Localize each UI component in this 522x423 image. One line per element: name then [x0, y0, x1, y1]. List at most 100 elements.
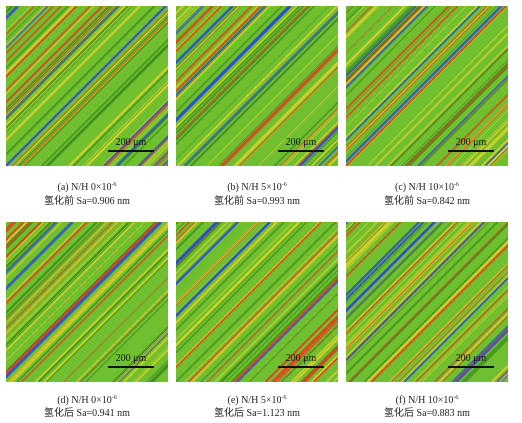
- striation-line: [6, 222, 45, 261]
- striation-line: [6, 6, 95, 96]
- striation-line: [6, 6, 128, 128]
- striation-line: [346, 222, 436, 313]
- scale-bar: 200 μm: [448, 354, 494, 370]
- striation-line: [480, 137, 508, 166]
- caption-line-1: (a) N/H 0×10-6: [2, 179, 172, 194]
- striation-line: [138, 135, 168, 166]
- striation-line: [13, 11, 168, 166]
- striation-line: [297, 124, 338, 166]
- striation-line: [300, 344, 338, 382]
- striation-line: [176, 6, 305, 135]
- striation-line: [176, 222, 337, 382]
- panel-label: (e): [227, 395, 239, 406]
- scale-bar-label: 200 μm: [455, 137, 487, 148]
- striation-line: [346, 6, 507, 166]
- striation-line: [176, 6, 309, 139]
- striation-line: [176, 6, 300, 131]
- striation-line: [214, 257, 338, 382]
- striation-line: [176, 222, 322, 369]
- striation-line: [101, 98, 168, 166]
- striation-line: [206, 250, 338, 382]
- striation-line: [6, 222, 89, 306]
- striation-line: [6, 222, 52, 269]
- striation-line: [346, 222, 458, 335]
- striation-line: [6, 6, 141, 142]
- ratio-text: N/H 0×10: [71, 395, 112, 406]
- striation-line: [176, 222, 299, 345]
- striation-line: [176, 6, 259, 90]
- striation-line: [6, 222, 85, 302]
- striation-line: [412, 286, 508, 382]
- striation-line: [176, 6, 263, 93]
- striation-line: [346, 222, 489, 366]
- striation-line: [6, 222, 41, 257]
- striation-line: [304, 347, 338, 382]
- striation-line: [6, 6, 130, 130]
- striation-line: [176, 6, 330, 160]
- panel-label: (a): [57, 182, 69, 193]
- ratio-exponent: -6: [281, 395, 287, 401]
- striation-line: [75, 289, 168, 382]
- striation-line: [184, 227, 338, 382]
- striation-line: [346, 6, 379, 40]
- striation-line: [176, 222, 294, 341]
- striation-line: [271, 314, 338, 382]
- striation-line: [290, 334, 338, 382]
- striation-line: [346, 6, 490, 150]
- striation-line: [234, 61, 338, 166]
- striation-line: [6, 222, 87, 304]
- striation-line: [6, 222, 114, 330]
- striation-line: [346, 222, 457, 333]
- panel-label: (f): [395, 395, 406, 406]
- striation-line: [41, 38, 168, 166]
- striation-line: [176, 222, 229, 275]
- striation-line: [346, 6, 478, 139]
- striation-line: [346, 222, 482, 359]
- panel-label: (d): [57, 395, 69, 406]
- striation-line: [346, 6, 481, 142]
- striation-line: [176, 222, 301, 347]
- striation-line: [415, 288, 508, 382]
- striation-line: [63, 277, 168, 382]
- caption-line-1: (c) N/H 10×10-6: [342, 179, 512, 194]
- striation-line: [396, 270, 508, 382]
- striation-line: [80, 293, 168, 382]
- scale-bar-label: 200 μm: [285, 137, 317, 148]
- striation-line: [176, 6, 212, 42]
- striation-line: [70, 67, 168, 166]
- striation-line: [132, 346, 168, 382]
- striation-line: [176, 222, 285, 332]
- striation-line: [6, 6, 35, 36]
- ratio-text: N/H 5×10: [241, 395, 282, 406]
- surface-striations: [346, 6, 508, 166]
- striation-line: [280, 323, 338, 382]
- striation-line: [390, 264, 508, 382]
- striation-line: [176, 6, 241, 71]
- striation-line: [284, 112, 338, 166]
- striation-line: [346, 6, 491, 152]
- striation-line: [346, 222, 378, 255]
- scale-bar-line: [278, 150, 324, 152]
- scale-bar: 200 μm: [448, 138, 494, 154]
- striation-line: [346, 6, 417, 78]
- striation-line: [6, 222, 105, 321]
- striation-line: [6, 222, 145, 362]
- scale-bar-line: [108, 366, 154, 368]
- striation-line: [346, 222, 469, 346]
- caption-line-2: 氢化后 Sa=1.123 nm: [214, 408, 300, 419]
- panel-label: (b): [227, 182, 239, 193]
- striation-line: [249, 292, 338, 382]
- striation-line: [235, 63, 338, 166]
- striation-line: [273, 316, 338, 382]
- ratio-text: N/H 10×10: [408, 182, 454, 193]
- striation-line: [184, 11, 338, 166]
- striation-line: [102, 99, 168, 166]
- striation-line: [455, 328, 508, 382]
- striation-line: [112, 325, 168, 382]
- striation-line: [264, 308, 338, 382]
- striation-line: [176, 6, 205, 36]
- striation-line: [176, 6, 214, 45]
- striation-line: [117, 115, 168, 166]
- striation-line: [471, 128, 508, 166]
- scale-bar: 200 μm: [108, 354, 154, 370]
